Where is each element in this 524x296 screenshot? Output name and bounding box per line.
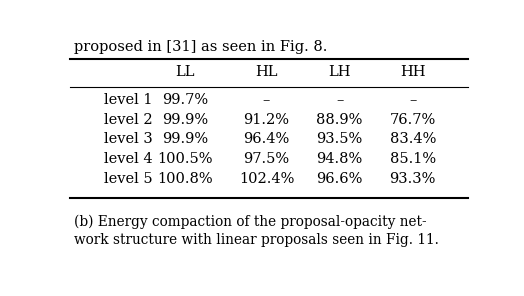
Text: 94.8%: 94.8% (316, 152, 363, 166)
Text: (b) Energy compaction of the proposal-opacity net-
work structure with linear pr: (b) Energy compaction of the proposal-op… (73, 214, 439, 247)
Text: 102.4%: 102.4% (239, 172, 294, 186)
Text: 100.8%: 100.8% (158, 172, 213, 186)
Text: 85.1%: 85.1% (390, 152, 436, 166)
Text: HL: HL (255, 65, 278, 79)
Text: 91.2%: 91.2% (244, 112, 290, 127)
Text: 100.5%: 100.5% (158, 152, 213, 166)
Text: 76.7%: 76.7% (389, 112, 436, 127)
Text: 93.3%: 93.3% (389, 172, 436, 186)
Text: proposed in [31] as seen in Fig. 8.: proposed in [31] as seen in Fig. 8. (73, 40, 327, 54)
Text: LH: LH (329, 65, 351, 79)
Text: 99.7%: 99.7% (162, 93, 209, 107)
Text: –: – (409, 93, 417, 107)
Text: 96.4%: 96.4% (243, 132, 290, 147)
Text: –: – (336, 93, 343, 107)
Text: LL: LL (176, 65, 195, 79)
Text: 93.5%: 93.5% (316, 132, 363, 147)
Text: –: – (263, 93, 270, 107)
Text: level 4: level 4 (104, 152, 152, 166)
Text: 99.9%: 99.9% (162, 132, 209, 147)
Text: 83.4%: 83.4% (389, 132, 436, 147)
Text: level 5: level 5 (104, 172, 152, 186)
Text: 96.6%: 96.6% (316, 172, 363, 186)
Text: 99.9%: 99.9% (162, 112, 209, 127)
Text: level 3: level 3 (104, 132, 153, 147)
Text: level 1: level 1 (104, 93, 152, 107)
Text: HH: HH (400, 65, 425, 79)
Text: 97.5%: 97.5% (244, 152, 290, 166)
Text: 88.9%: 88.9% (316, 112, 363, 127)
Text: level 2: level 2 (104, 112, 152, 127)
